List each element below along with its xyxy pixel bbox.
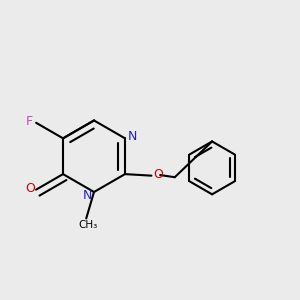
Text: O: O bbox=[153, 168, 163, 181]
Text: F: F bbox=[26, 115, 33, 128]
Text: N: N bbox=[82, 189, 92, 202]
Text: CH₃: CH₃ bbox=[78, 220, 98, 230]
Text: O: O bbox=[26, 182, 35, 195]
Text: N: N bbox=[128, 130, 137, 143]
